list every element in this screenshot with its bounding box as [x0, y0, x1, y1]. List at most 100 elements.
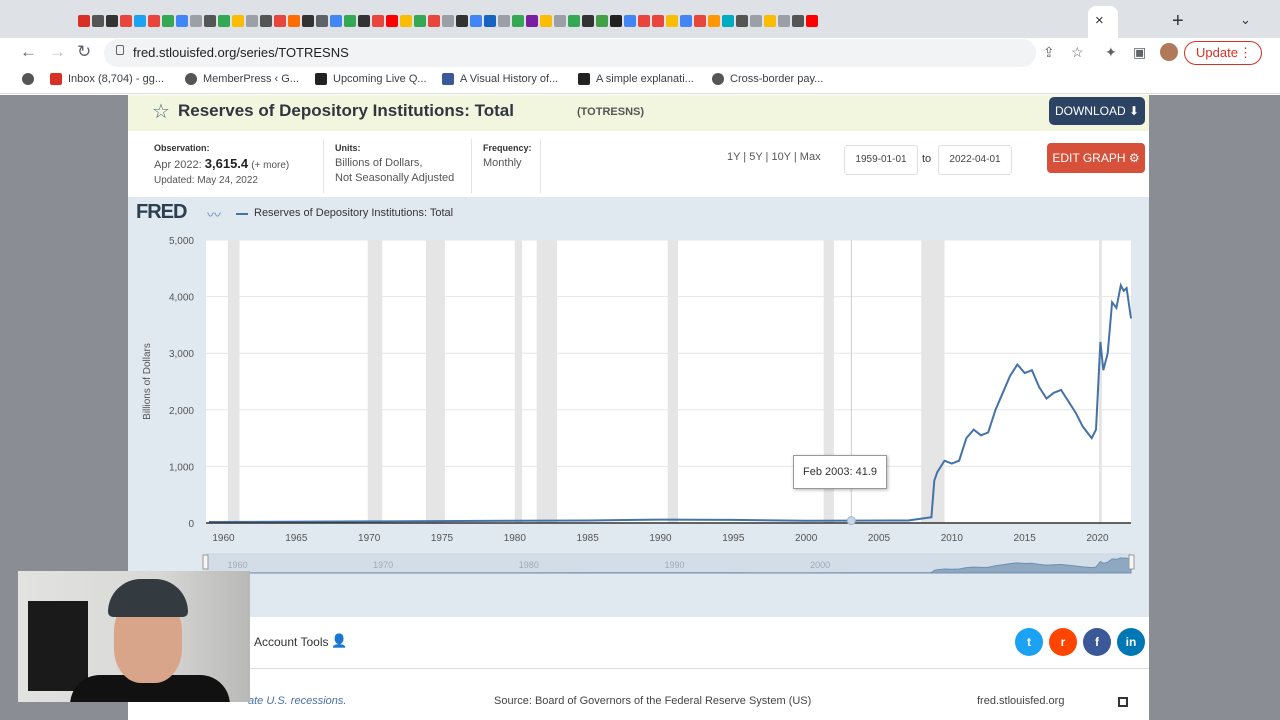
- side-panel-icon[interactable]: ▣: [1133, 44, 1147, 60]
- tab-favicon[interactable]: [372, 15, 384, 27]
- fred-series-page: ☆ Reserves of Depository Institutions: T…: [128, 95, 1149, 720]
- tab-favicon[interactable]: [302, 15, 314, 27]
- tab-favicon[interactable]: [428, 15, 440, 27]
- tab-favicon[interactable]: [470, 15, 482, 27]
- more-menu-icon: ⋮: [1239, 45, 1252, 60]
- tab-favicon[interactable]: [750, 15, 762, 27]
- download-button[interactable]: DOWNLOAD ⬇: [1049, 97, 1145, 125]
- facebook-icon[interactable]: f: [1083, 628, 1111, 656]
- bookmark-visual-history[interactable]: A Visual History of...: [442, 73, 558, 85]
- tab-favicon[interactable]: [554, 15, 566, 27]
- tab-favicon[interactable]: [288, 15, 300, 27]
- address-bar[interactable]: fred.stlouisfed.org/series/TOTRESNS: [104, 39, 1036, 67]
- tab-favicon[interactable]: [386, 15, 398, 27]
- tab-favicon[interactable]: [344, 15, 356, 27]
- tab-favicon[interactable]: [596, 15, 608, 27]
- forward-arrow-icon[interactable]: →: [49, 42, 66, 61]
- bookmark-star-icon[interactable]: ☆: [1071, 44, 1084, 60]
- tab-favicon[interactable]: [148, 15, 160, 27]
- tab-favicon[interactable]: [414, 15, 426, 27]
- tab-favicon[interactable]: [274, 15, 286, 27]
- reload-icon[interactable]: ↻: [77, 42, 92, 61]
- tab-favicon[interactable]: [120, 15, 132, 27]
- tab-favicon[interactable]: [78, 15, 90, 27]
- tab-favicon[interactable]: [134, 15, 146, 27]
- tab-favicon[interactable]: [722, 15, 734, 27]
- tab-favicon[interactable]: [512, 15, 524, 27]
- tab-favicon[interactable]: [680, 15, 692, 27]
- tab-close-icon[interactable]: ×: [1095, 12, 1104, 29]
- favorite-star-icon[interactable]: ☆: [152, 101, 170, 123]
- extensions-puzzle-icon[interactable]: ✦: [1105, 44, 1117, 60]
- bookmark-cross-border[interactable]: Cross-border pay...: [712, 73, 823, 85]
- tab-favicon[interactable]: [456, 15, 468, 27]
- account-tools-link[interactable]: Account Tools: [254, 635, 329, 649]
- tab-favicon[interactable]: [232, 15, 244, 27]
- apps-icon[interactable]: [22, 73, 34, 85]
- webcam-person-cap: [108, 579, 188, 617]
- tab-favicon[interactable]: [400, 15, 412, 27]
- bookmark-memberpress[interactable]: MemberPress ‹ G...: [185, 73, 299, 85]
- navigator-label: 1990: [664, 560, 684, 570]
- tab-favicon[interactable]: [176, 15, 188, 27]
- linkedin-icon[interactable]: in: [1117, 628, 1145, 656]
- reddit-icon[interactable]: r: [1049, 628, 1077, 656]
- page-viewport: ☆ Reserves of Depository Institutions: T…: [0, 95, 1280, 720]
- tab-favicon[interactable]: [204, 15, 216, 27]
- update-button[interactable]: Update ⋮: [1184, 41, 1262, 65]
- edit-graph-button[interactable]: EDIT GRAPH ⚙: [1047, 143, 1145, 173]
- tab-favicon[interactable]: [218, 15, 230, 27]
- tab-favicon[interactable]: [358, 15, 370, 27]
- tab-favicon[interactable]: [330, 15, 342, 27]
- tab-favicon[interactable]: [736, 15, 748, 27]
- tab-search-chevron-icon[interactable]: ⌄: [1240, 12, 1251, 27]
- tab-favicon[interactable]: [778, 15, 790, 27]
- tab-favicon[interactable]: [792, 15, 804, 27]
- tab-favicon[interactable]: [638, 15, 650, 27]
- tab-favicon[interactable]: [708, 15, 720, 27]
- tab-favicon[interactable]: [526, 15, 538, 27]
- recession-band: [536, 240, 558, 523]
- tab-favicon[interactable]: [316, 15, 328, 27]
- tab-favicon[interactable]: [442, 15, 454, 27]
- tab-favicon[interactable]: [764, 15, 776, 27]
- tab-favicon[interactable]: [694, 15, 706, 27]
- fullscreen-icon[interactable]: [1118, 697, 1128, 707]
- footer-divider: [128, 668, 1149, 669]
- tab-favicon[interactable]: [498, 15, 510, 27]
- tab-favicon[interactable]: [484, 15, 496, 27]
- tab-favicon[interactable]: [260, 15, 272, 27]
- bookmark-inbox[interactable]: Inbox (8,704) - gg...: [50, 73, 164, 85]
- bookmark-upcoming-live[interactable]: Upcoming Live Q...: [315, 73, 427, 85]
- bookmark-simple-explanation[interactable]: A simple explanati...: [578, 73, 694, 85]
- share-icon[interactable]: ⇪: [1043, 44, 1055, 60]
- profile-avatar[interactable]: [1160, 43, 1178, 61]
- end-date-input[interactable]: 2022-04-01: [938, 145, 1012, 175]
- range-buttons[interactable]: 1Y | 5Y | 10Y | Max: [727, 151, 821, 163]
- tab-favicon[interactable]: [246, 15, 258, 27]
- tab-favicon[interactable]: [582, 15, 594, 27]
- tab-favicon[interactable]: [190, 15, 202, 27]
- tab-favicon[interactable]: [666, 15, 678, 27]
- chart-svg[interactable]: 0 1,000 2,000 3,000 4,000 5,000 1960 1965 1970 19…: [128, 197, 1149, 617]
- tab-favicon[interactable]: [806, 15, 818, 27]
- tab-favicon[interactable]: [652, 15, 664, 27]
- tab-favicon[interactable]: [610, 15, 622, 27]
- tab-favicon[interactable]: [106, 15, 118, 27]
- start-date-input[interactable]: 1959-01-01: [844, 145, 918, 175]
- observation-value: 3,615.4: [204, 156, 249, 171]
- back-arrow-icon[interactable]: ←: [20, 42, 37, 61]
- tab-favicon[interactable]: [162, 15, 174, 27]
- updated-date: Updated: May 24, 2022: [154, 175, 258, 186]
- recession-note-link[interactable]: ate U.S. recessions.: [248, 695, 347, 707]
- twitter-icon[interactable]: t: [1015, 628, 1043, 656]
- to-label: to: [922, 153, 932, 165]
- new-tab-button[interactable]: +: [1172, 10, 1184, 32]
- active-tab[interactable]: [1088, 6, 1118, 42]
- tab-favicon[interactable]: [540, 15, 552, 27]
- tab-favicon[interactable]: [568, 15, 580, 27]
- tab-favicon[interactable]: [624, 15, 636, 27]
- tab-favicon[interactable]: [92, 15, 104, 27]
- observation-more-link[interactable]: (+ more): [251, 160, 290, 171]
- recession-band: [667, 240, 678, 523]
